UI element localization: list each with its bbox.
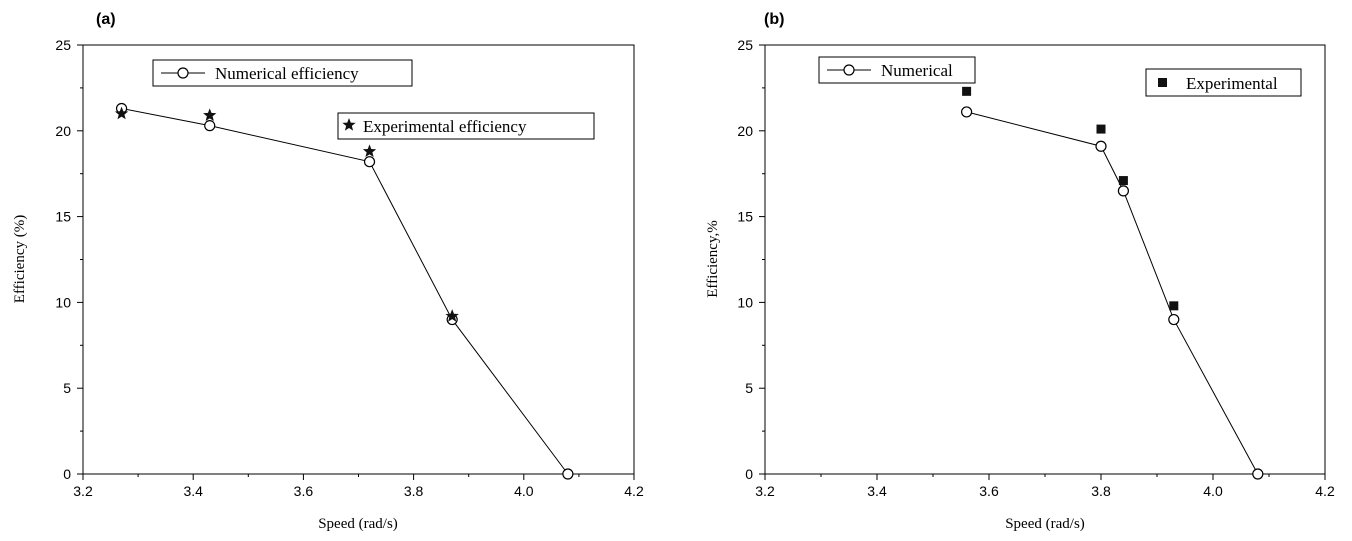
panel-label-b: (b) — [764, 11, 784, 28]
data-point-circle — [363, 156, 376, 168]
x-tick-label: 3.2 — [755, 483, 775, 499]
data-point-circle — [1252, 468, 1264, 480]
panel-label-a: (a) — [96, 11, 116, 28]
data-point-circle — [204, 120, 216, 132]
data-point-circle — [960, 106, 973, 118]
x-tick-label: 3.8 — [404, 483, 424, 499]
x-tick-label: 3.2 — [73, 483, 93, 499]
series-group-b — [960, 86, 1264, 480]
data-point-square — [1118, 176, 1128, 186]
legend-numerical-a: Numerical efficiency — [152, 59, 413, 87]
y-tick-label: 15 — [737, 209, 753, 225]
data-point-square — [1169, 301, 1179, 311]
data-point-star — [114, 106, 129, 120]
legend-label-numerical-b: Numerical — [881, 61, 953, 80]
y-axis-title-a: Efficiency (%) — [12, 215, 28, 303]
legend-label-experimental-b: Experimental — [1186, 74, 1278, 93]
x-tick-label: 4.0 — [514, 483, 534, 499]
legend-box-experimental-b — [1145, 68, 1302, 97]
legend-marker-star-a — [342, 118, 356, 131]
chart-panel-b: (b) 3.2 3.4 3.6 3.8 4.0 4.2 0 5 10 15 20 25 Speed (… — [705, 11, 1335, 532]
data-point-circle — [1168, 313, 1180, 326]
data-point-circle — [1095, 140, 1107, 152]
legend-experimental-b: Experimental — [1145, 68, 1302, 97]
y-tick-label: 20 — [737, 123, 753, 139]
y-tick-label: 10 — [55, 294, 71, 310]
legend-marker-square-b — [1158, 78, 1167, 87]
ticks-b: 3.2 3.4 3.6 3.8 4.0 4.2 0 5 10 15 20 25 — [737, 37, 1335, 499]
data-point-square — [962, 86, 972, 96]
y-tick-label: 5 — [745, 380, 753, 396]
legend-box-experimental-a — [337, 112, 595, 140]
data-point-circle — [1117, 185, 1130, 197]
y-axis-title-b: Efficiency,% — [705, 220, 721, 297]
x-tick-label: 4.0 — [1203, 483, 1223, 499]
plot-frame-b — [764, 44, 1326, 475]
data-point-star — [362, 144, 377, 158]
legend-experimental-a: Experimental efficiency — [337, 112, 595, 140]
chart-panel-a: (a) 3.2 3.4 3.6 3.8 4.0 4.2 0 5 10 15 20 25 Speed (… — [12, 11, 644, 532]
x-tick-label: 4.2 — [1315, 483, 1335, 499]
data-point-star — [203, 108, 217, 122]
data-point-square — [1096, 124, 1106, 134]
ticks-a: 3.2 3.4 3.6 3.8 4.0 4.2 0 5 10 15 20 25 — [55, 37, 644, 499]
data-point-circle — [562, 468, 574, 480]
x-axis-title-b: Speed (rad/s) — [1005, 516, 1085, 532]
y-tick-label: 25 — [55, 37, 71, 53]
data-point-star — [445, 309, 459, 322]
x-tick-label: 3.6 — [979, 483, 999, 499]
legend-marker-circle-b — [843, 64, 855, 76]
y-tick-label: 5 — [63, 380, 71, 396]
x-axis-title-a: Speed (rad/s) — [318, 516, 398, 532]
y-tick-label: 10 — [737, 294, 753, 310]
y-tick-label: 0 — [745, 466, 753, 482]
y-tick-label: 25 — [737, 37, 753, 53]
legend-label-numerical-a: Numerical efficiency — [215, 64, 359, 83]
legend-marker-circle-a — [177, 67, 189, 79]
series-group-a — [114, 102, 574, 480]
x-tick-label: 3.4 — [183, 483, 203, 499]
series-line-b — [966, 111, 1259, 475]
x-tick-label: 3.4 — [867, 483, 887, 499]
legend-label-experimental-a: Experimental efficiency — [363, 117, 527, 136]
series-line-a — [121, 107, 569, 475]
x-tick-label: 3.8 — [1091, 483, 1111, 499]
x-tick-label: 3.6 — [294, 483, 314, 499]
x-tick-label: 4.2 — [624, 483, 644, 499]
plot-frame-a — [82, 44, 635, 475]
legend-numerical-b: Numerical — [818, 56, 976, 84]
y-tick-label: 0 — [63, 466, 71, 482]
y-tick-label: 15 — [55, 209, 71, 225]
y-tick-label: 20 — [55, 123, 71, 139]
